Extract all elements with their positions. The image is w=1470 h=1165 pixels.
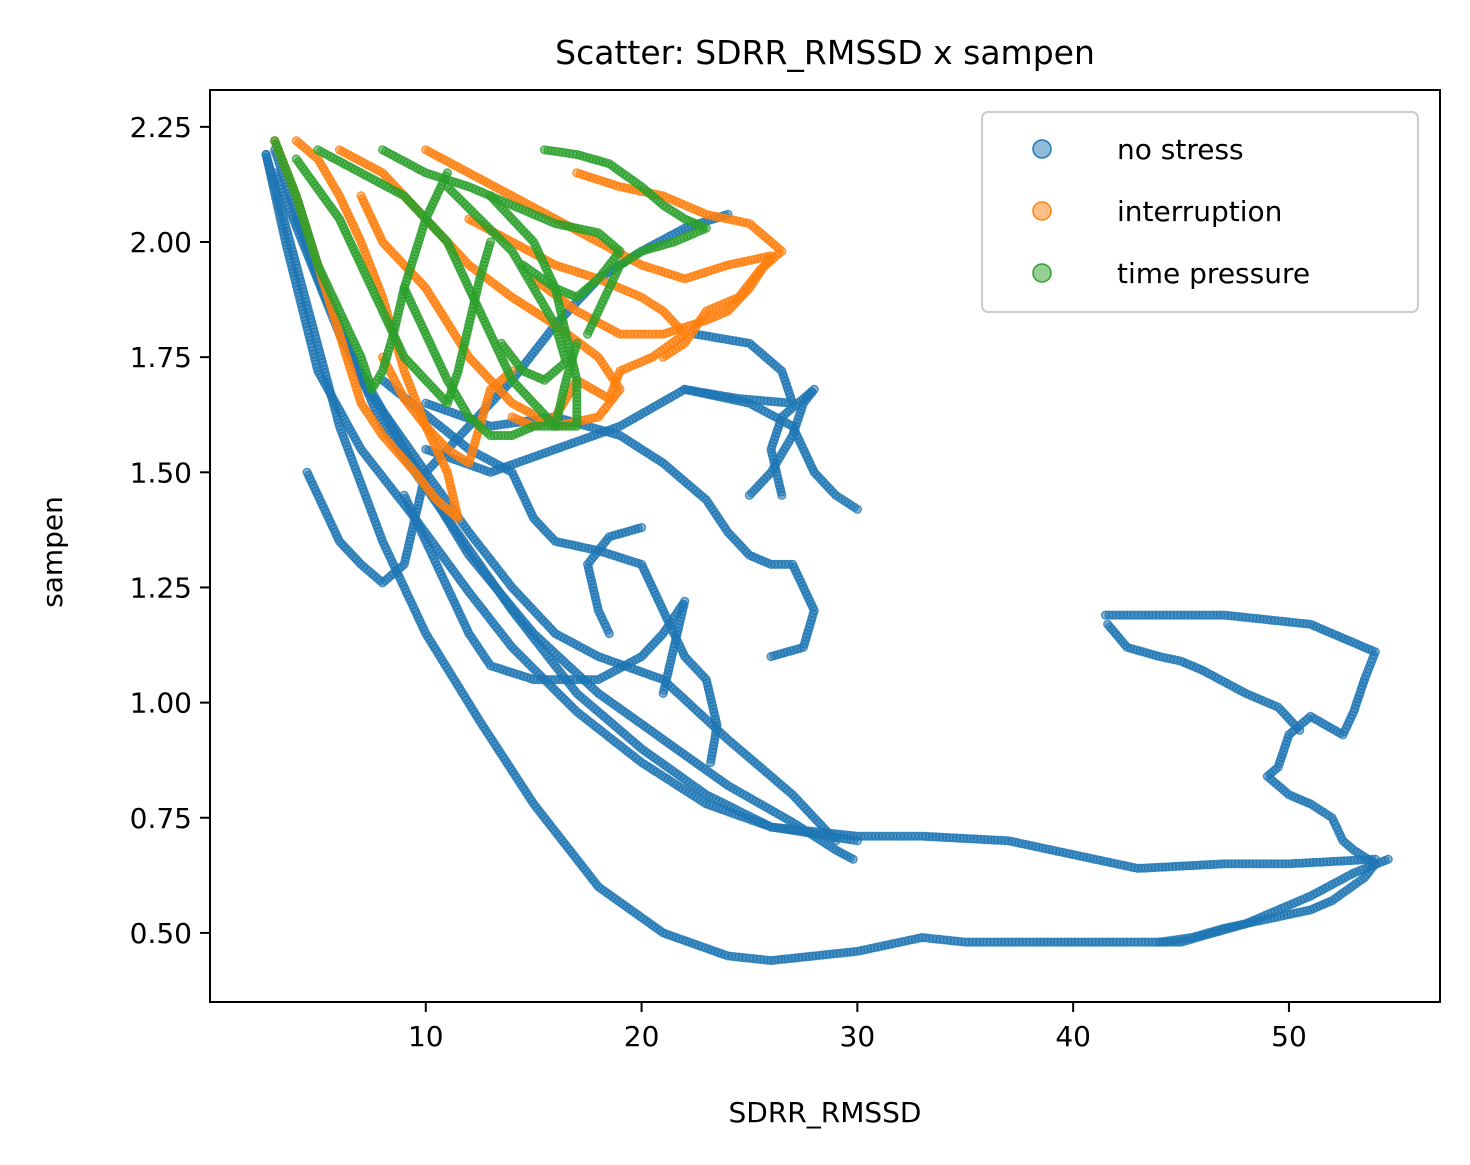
y-tick-label: 2.25 <box>130 111 192 144</box>
y-tick-label: 2.00 <box>130 226 192 259</box>
data-point <box>705 757 716 768</box>
y-tick-label: 1.00 <box>130 687 192 720</box>
data-point <box>604 628 614 639</box>
data-point <box>852 836 863 846</box>
x-tick-label: 50 <box>1271 1020 1307 1053</box>
data-point <box>291 136 301 146</box>
data-point <box>507 412 517 422</box>
data-point <box>777 490 787 500</box>
chart-title: Scatter: SDRR_RMSSD x sampen <box>555 33 1095 72</box>
y-tick-label: 1.75 <box>130 341 192 374</box>
data-point <box>658 352 668 362</box>
data-point <box>680 384 690 394</box>
data-point <box>496 338 506 348</box>
legend-marker-interruption <box>1032 201 1052 221</box>
x-tick-label: 30 <box>840 1020 876 1053</box>
data-point <box>572 338 582 348</box>
legend-marker-time-pressure <box>1032 263 1052 283</box>
legend-label-no-stress: no stress <box>1117 133 1244 166</box>
data-point <box>852 504 863 514</box>
data-point <box>848 854 858 864</box>
data-point <box>658 688 668 699</box>
plot-area <box>261 136 1393 966</box>
legend-label-time-pressure: time pressure <box>1117 257 1310 290</box>
data-point <box>1154 937 1165 947</box>
y-tick-label: 1.50 <box>130 456 192 489</box>
y-tick-label: 0.75 <box>130 802 192 835</box>
y-tick-label: 1.25 <box>130 571 192 604</box>
data-point <box>356 191 366 201</box>
data-point <box>1383 854 1393 864</box>
x-tick-label: 40 <box>1055 1020 1091 1053</box>
data-point <box>582 329 593 339</box>
x-tick-label: 10 <box>408 1020 444 1053</box>
data-point <box>1295 725 1305 735</box>
y-tick-label: 0.50 <box>130 917 192 950</box>
x-axis-label: SDRR_RMSSD <box>729 1096 922 1129</box>
legend: no stress interruption time pressure <box>981 111 1419 313</box>
y-axis-label: sampen <box>36 496 69 608</box>
legend-marker-no-stress <box>1032 139 1052 159</box>
data-point <box>485 237 496 247</box>
data-point <box>766 651 776 662</box>
data-point <box>831 836 841 846</box>
x-tick-label: 20 <box>624 1020 660 1053</box>
legend-label-interruption: interruption <box>1117 195 1282 228</box>
